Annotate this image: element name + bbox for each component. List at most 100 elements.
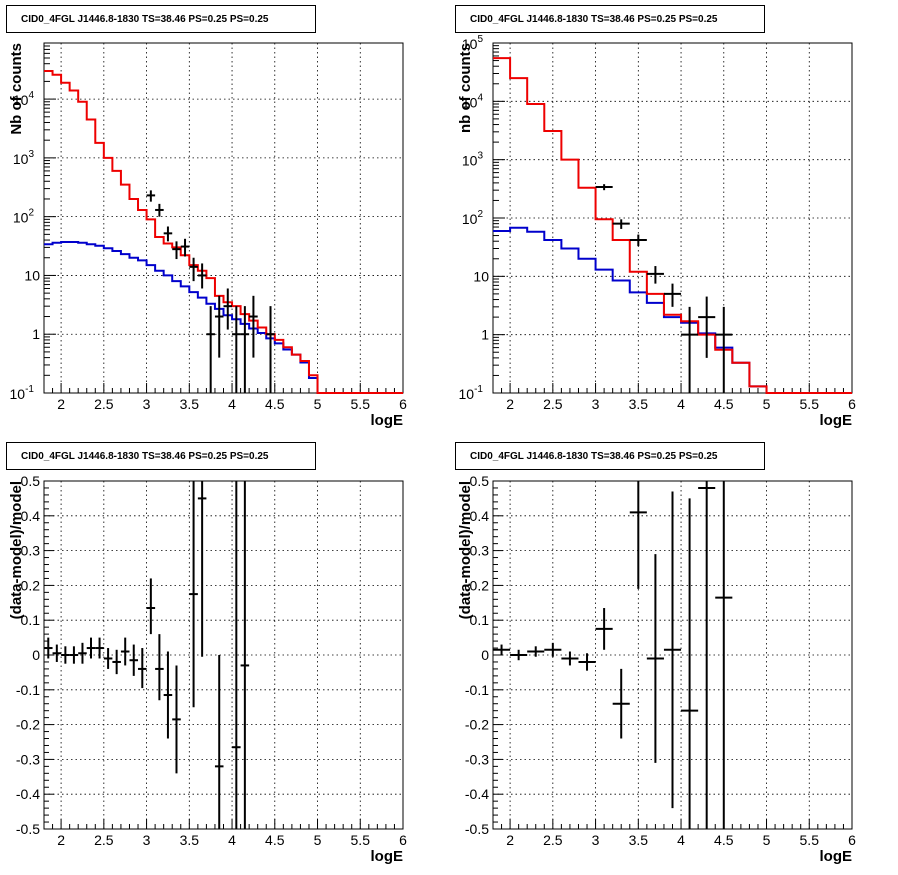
y-tick-label: -0.5: [16, 821, 40, 837]
panel-counts-right: 2 2.5 3 3.5 4 4.5 5 5.5 6 10-1 1 10 102 103 104 105 logE…: [449, 0, 898, 437]
y-tick-label: 0.5: [21, 473, 41, 489]
data-point: [663, 491, 682, 809]
data-point: [629, 234, 647, 247]
data-point: [681, 498, 699, 829]
data-point: [69, 646, 79, 664]
x-tick-label: 3.5: [629, 832, 649, 848]
panel-title: CID0_4FGL J1446.8-1830 TS=38.46 PS=0.25 …: [6, 442, 316, 470]
data-point: [578, 653, 596, 671]
data-point: [138, 648, 147, 689]
series-line-background-model: [493, 226, 852, 394]
data-point: [206, 306, 215, 393]
x-tick-label: 3: [592, 832, 600, 848]
y-axis-title: (data-model)/model: [457, 481, 474, 619]
y-tick-label: -0.4: [465, 786, 489, 802]
y-tick-label: 0.1: [470, 612, 490, 628]
x-tick-label: 3.5: [629, 396, 649, 412]
y-axis-title: (data-model)/model: [8, 481, 25, 619]
x-tick-label: 3: [592, 396, 600, 412]
data-point: [715, 481, 733, 829]
x-tick-label: 5.5: [351, 832, 371, 848]
chart-counts-left: 2 2.5 3 3.5 4 4.5 5 5.5 610-1110102103104logENb …: [8, 42, 407, 429]
data-point: [155, 203, 164, 217]
x-tick-label: 2.5: [543, 832, 563, 848]
y-tick-label: -0.1: [465, 682, 489, 698]
data-point: [52, 644, 62, 662]
data-point: [629, 481, 647, 589]
x-tick-label: 3: [143, 832, 151, 848]
y-tick-label: 0.1: [21, 612, 41, 628]
y-tick-label: 0.2: [470, 577, 490, 593]
y-tick-label: 1: [481, 327, 489, 343]
x-tick-label: 5.5: [800, 396, 820, 412]
data-point: [612, 219, 630, 229]
data-point: [189, 257, 198, 282]
y-tick-label: 102: [462, 209, 484, 227]
data-point: [103, 648, 113, 669]
data-point: [240, 306, 250, 393]
x-tick-label: 3.5: [180, 832, 200, 848]
x-tick-label: 4.5: [265, 832, 285, 848]
y-tick-label: 0.2: [21, 577, 41, 593]
panel-title: CID0_4FGL J1446.8-1830 TS=38.46 PS=0.25 …: [455, 5, 765, 33]
data-point: [146, 578, 156, 635]
y-tick-label: 1: [32, 326, 40, 342]
data-point: [223, 288, 233, 330]
plot-frame: [43, 480, 404, 830]
data-point: [180, 238, 190, 257]
x-axis-title: logE: [371, 848, 404, 865]
series-line-total-model: [493, 57, 852, 394]
y-tick-label: 0.4: [470, 508, 490, 524]
x-axis-title: logE: [371, 412, 404, 429]
data-point: [266, 306, 275, 393]
data-point: [493, 644, 511, 655]
data-point: [698, 481, 716, 829]
x-tick-label: 5.5: [800, 832, 820, 848]
x-tick-label: 2.5: [94, 832, 114, 848]
data-point: [163, 651, 173, 739]
y-tick-label: 102: [13, 208, 35, 226]
data-point: [214, 295, 224, 358]
data-point: [232, 481, 241, 829]
data-point: [646, 266, 664, 284]
data-point: [527, 646, 545, 657]
x-tick-label: 4: [228, 396, 236, 412]
y-tick-label: -0.5: [465, 821, 489, 837]
panel-residuals-left: 2 2.5 3 3.5 4 4.5 5 5.5 6 -0.5 -0.4 -0.3 -0.2 -0.1 0 0.…: [0, 437, 449, 874]
y-tick-label: 103: [462, 151, 484, 169]
x-axis-title: logE: [820, 412, 853, 429]
data-point: [595, 184, 613, 191]
data-point: [95, 637, 104, 659]
y-axis-title: Nb of counts: [8, 43, 25, 135]
x-tick-label: 5.5: [351, 396, 371, 412]
x-tick-label: 2: [506, 832, 514, 848]
x-tick-label: 2: [57, 396, 65, 412]
x-tick-label: 4.5: [265, 396, 285, 412]
panel-title: CID0_4FGL J1446.8-1830 TS=38.46 PS=0.25 …: [6, 5, 316, 33]
data-point: [663, 283, 682, 307]
data-point: [78, 642, 87, 664]
data-point: [44, 637, 53, 659]
data-point: [595, 608, 613, 650]
x-tick-label: 5: [314, 832, 322, 848]
data-point: [197, 481, 207, 657]
data-point: [189, 481, 198, 708]
x-tick-label: 6: [399, 832, 407, 848]
x-tick-label: 6: [399, 396, 407, 412]
y-tick-label: 10: [24, 267, 40, 283]
x-tick-label: 4: [677, 396, 685, 412]
data-point: [129, 644, 139, 676]
chart-residuals-left: 2 2.5 3 3.5 4 4.5 5 5.5 6 -0.5 -0.4 -0.3 -0.2 -0.1 0 0.…: [8, 473, 407, 865]
x-tick-label: 5: [314, 396, 322, 412]
x-tick-label: 5: [763, 396, 771, 412]
x-tick-label: 3.5: [180, 396, 200, 412]
y-tick-label: 103: [13, 149, 35, 167]
x-tick-label: 2.5: [543, 396, 563, 412]
data-point: [510, 649, 528, 661]
data-point: [163, 226, 173, 242]
panel-counts-left: 2 2.5 3 3.5 4 4.5 5 5.5 6 10-1 1 10 102 103 104 logE Nb …: [0, 0, 449, 437]
data-point: [197, 263, 207, 289]
y-tick-label: -0.4: [16, 786, 40, 802]
panel-title: CID0_4FGL J1446.8-1830 TS=38.46 PS=0.25 …: [455, 442, 765, 470]
data-point: [612, 668, 630, 739]
